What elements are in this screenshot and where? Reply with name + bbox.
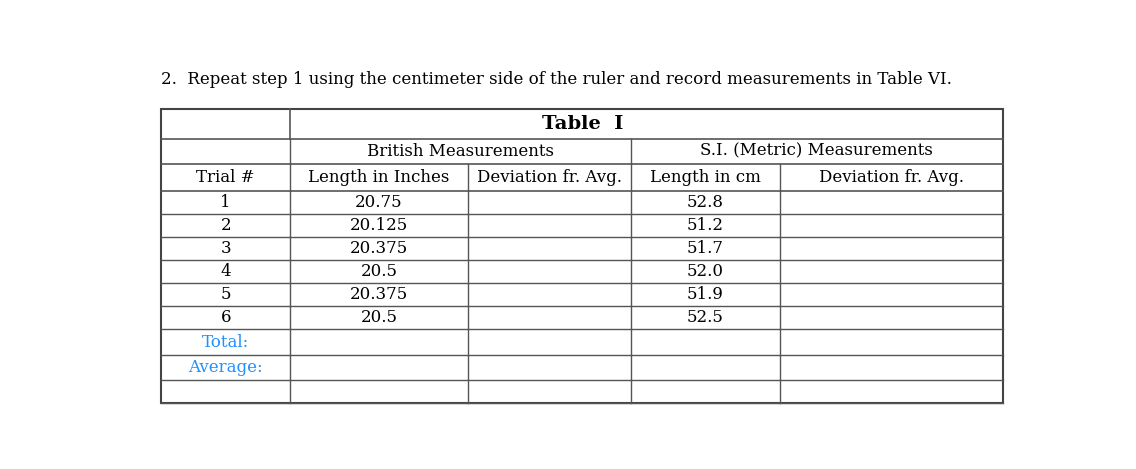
Text: S.I. (Metric) Measurements: S.I. (Metric) Measurements [701,143,934,159]
Text: 51.7: 51.7 [687,241,724,257]
Text: 52.0: 52.0 [687,264,724,280]
Text: Deviation fr. Avg.: Deviation fr. Avg. [819,169,964,186]
Text: 20.375: 20.375 [350,241,408,257]
Text: Trial #: Trial # [197,169,254,186]
Text: 20.125: 20.125 [350,218,408,234]
Text: Total:: Total: [202,333,249,350]
Text: 20.75: 20.75 [356,195,402,212]
Text: 5: 5 [220,287,231,303]
Text: 2: 2 [220,218,231,234]
Text: Length in Inches: Length in Inches [308,169,450,186]
Text: 52.5: 52.5 [687,310,724,326]
Text: 4: 4 [220,264,231,280]
Text: Table  I: Table I [542,114,623,133]
Text: Deviation fr. Avg.: Deviation fr. Avg. [477,169,621,186]
Text: Average:: Average: [189,359,262,376]
Text: 20.375: 20.375 [350,287,408,303]
Text: 2.  Repeat step 1 using the centimeter side of the ruler and record measurements: 2. Repeat step 1 using the centimeter si… [161,71,952,88]
Text: 51.9: 51.9 [687,287,724,303]
Text: Length in cm: Length in cm [650,169,761,186]
Text: 3: 3 [220,241,231,257]
Text: British Measurements: British Measurements [367,143,553,159]
Text: 20.5: 20.5 [360,264,398,280]
Text: 51.2: 51.2 [687,218,724,234]
Text: 6: 6 [220,310,231,326]
Text: 20.5: 20.5 [360,310,398,326]
Text: 52.8: 52.8 [687,195,724,212]
Text: 1: 1 [220,195,231,212]
